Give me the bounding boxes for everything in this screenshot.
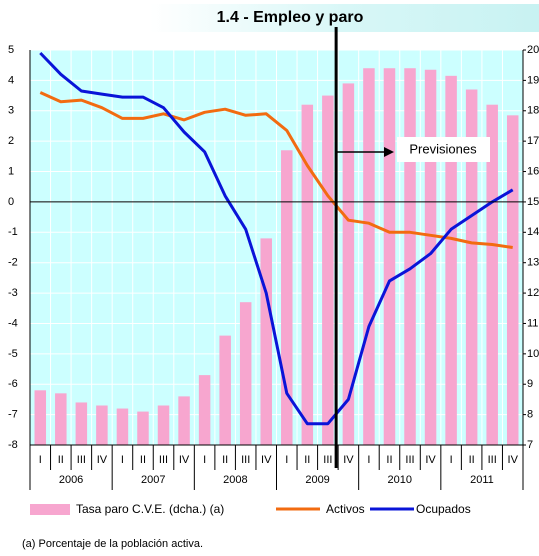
year-label: 2010 (388, 474, 412, 486)
x-tick-label: II (469, 454, 475, 466)
y2-tick-label: 9 (527, 378, 533, 390)
bar (75, 402, 88, 445)
y-tick-label: -4 (8, 317, 18, 329)
x-tick-label: IV (425, 454, 436, 466)
x-tick-label: IV (179, 454, 190, 466)
y-tick-label: 2 (8, 135, 14, 147)
bar (342, 83, 355, 445)
y-tick-label: 3 (8, 105, 14, 117)
bar (301, 104, 314, 445)
y2-tick-label: 18 (527, 105, 539, 117)
bar (96, 405, 108, 445)
arrow-head (384, 147, 394, 157)
y-tick-label: -7 (8, 409, 18, 421)
y2-tick-label: 10 (527, 348, 539, 360)
x-tick-label: III (159, 454, 168, 466)
legend-swatch (30, 504, 70, 515)
bar (322, 95, 334, 446)
bar (137, 411, 149, 445)
bar (239, 302, 252, 445)
bar (116, 408, 129, 445)
y2-tick-label: 8 (527, 409, 533, 421)
y2-tick-label: 13 (527, 257, 539, 269)
bar (465, 89, 478, 445)
x-tick-label: IV (97, 454, 108, 466)
x-tick-label: I (203, 454, 206, 466)
y2-tick-label: 11 (527, 317, 538, 329)
bar (281, 150, 293, 445)
bar (219, 335, 231, 445)
bar (198, 375, 211, 445)
x-tick-label: I (121, 454, 124, 466)
y2-tick-label: 20 (527, 44, 539, 56)
y2-tick-label: 12 (527, 287, 539, 299)
y2-tick-label: 15 (527, 196, 539, 208)
bar (178, 396, 190, 445)
x-tick-label: I (367, 454, 370, 466)
bar (363, 68, 375, 445)
annotation-box (397, 137, 490, 162)
bar (55, 393, 67, 445)
bar (486, 104, 498, 445)
y-tick-label: 0 (8, 196, 14, 208)
y-tick-label: -3 (8, 287, 18, 299)
title-banner (150, 4, 539, 32)
y-tick-label: 5 (8, 44, 14, 56)
x-tick-label: II (58, 454, 64, 466)
x-tick-label: III (241, 454, 250, 466)
line-ocupados (39, 51, 514, 426)
x-tick-label: III (488, 454, 497, 466)
y2-tick-label: 14 (527, 226, 539, 238)
year-label: 2006 (59, 474, 83, 486)
year-label: 2011 (470, 474, 494, 486)
x-tick-label: III (77, 454, 86, 466)
x-tick-label: IV (343, 454, 354, 466)
y2-tick-label: 16 (527, 165, 539, 177)
line-activos (39, 91, 513, 249)
y-tick-label: -8 (8, 439, 18, 451)
bar (506, 115, 519, 446)
bar (157, 405, 170, 445)
y-tick-label: -5 (8, 348, 18, 360)
y2-tick-label: 7 (527, 439, 533, 451)
y-tick-label: -6 (8, 378, 18, 390)
x-tick-label: I (285, 454, 288, 466)
x-tick-label: II (386, 454, 392, 466)
x-tick-label: III (405, 454, 414, 466)
footnote: (a) Porcentaje de la población activa. (22, 538, 203, 550)
x-tick-label: I (39, 454, 42, 466)
x-tick-label: II (140, 454, 146, 466)
year-label: 2008 (223, 474, 247, 486)
x-tick-label: IV (508, 454, 519, 466)
y-tick-label: 4 (8, 74, 14, 86)
y-tick-label: -1 (8, 226, 18, 238)
bar (424, 69, 437, 445)
year-label: 2007 (141, 474, 165, 486)
x-tick-label: IV (261, 454, 272, 466)
bar (445, 75, 457, 446)
legend-label: Tasa paro C.V.E. (dcha.) (a) (76, 502, 224, 516)
x-tick-label: II (304, 454, 310, 466)
chart-title: 1.4 - Empleo y paro (217, 9, 364, 26)
legend-label: Activos (326, 502, 365, 516)
annotation: Previsiones (409, 141, 477, 156)
x-tick-label: III (323, 454, 332, 466)
x-tick-label: I (450, 454, 453, 466)
bar (383, 68, 396, 445)
y-tick-label: -2 (8, 257, 18, 269)
y2-tick-label: 17 (527, 135, 539, 147)
year-label: 2009 (305, 474, 329, 486)
y2-tick-label: 19 (527, 74, 539, 86)
bar (34, 390, 47, 445)
bar (404, 68, 416, 445)
y-tick-label: 1 (8, 165, 14, 177)
bar (260, 238, 272, 445)
x-tick-label: II (222, 454, 228, 466)
legend-label: Ocupados (416, 502, 471, 516)
